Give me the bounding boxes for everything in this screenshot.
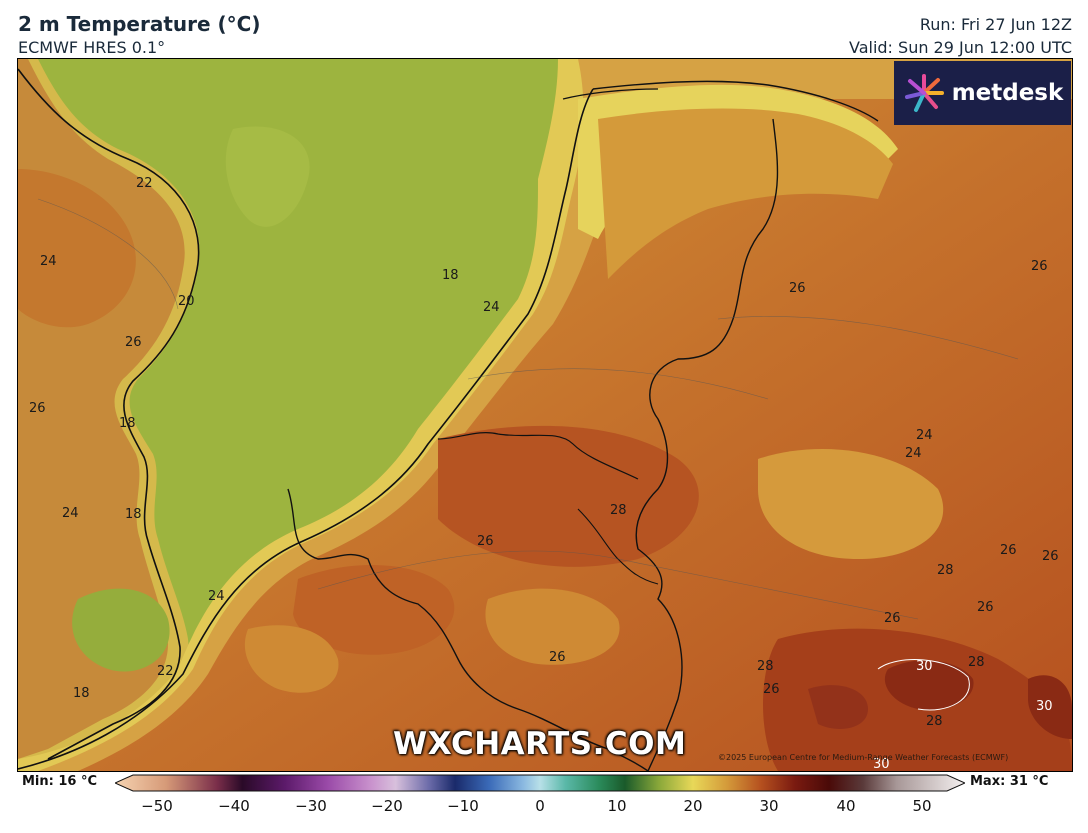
- warm-patch-1: [438, 425, 699, 567]
- uk-coastline: [18, 68, 200, 760]
- tick-label: −30: [295, 797, 327, 815]
- contour-label: 30: [1036, 699, 1053, 714]
- tick-label: −20: [371, 797, 403, 815]
- contour-label: 24: [916, 428, 933, 443]
- hot-spot-1: [884, 660, 974, 710]
- min-label: Min: 16 °C: [22, 774, 98, 789]
- tick-label: −50: [141, 797, 173, 815]
- tick-label: 10: [607, 797, 627, 815]
- contour-label: 26: [789, 281, 806, 296]
- max-label: Max: 31 °C: [970, 774, 1049, 789]
- contour-label: 28: [968, 655, 985, 670]
- temperature-map[interactable]: 22 24 20 26 26 18 24 18 24 22 18 18 24 2…: [17, 58, 1073, 772]
- valid-time: Valid: Sun 29 Jun 12:00 UTC: [849, 38, 1072, 57]
- color-scale-bar: [115, 774, 965, 792]
- hot-spot-2: [1028, 675, 1072, 739]
- contour-label: 22: [157, 664, 174, 679]
- contour-label: 28: [757, 659, 774, 674]
- contour-label: 20: [178, 294, 195, 309]
- contour-label: 26: [763, 682, 780, 697]
- contour-label: 26: [29, 401, 46, 416]
- sparkle-icon: [904, 74, 944, 112]
- contour-label: 18: [125, 507, 142, 522]
- contour-label: 26: [884, 611, 901, 626]
- chart-title: 2 m Temperature (°C): [18, 12, 261, 36]
- country-border-2: [287, 488, 649, 771]
- contour-label: 24: [40, 254, 57, 269]
- copyright-notice: ©2025 European Centre for Medium-Range W…: [718, 753, 1009, 762]
- contour-label: 30: [916, 659, 933, 674]
- wxcharts-watermark: WXCHARTS.COM: [393, 726, 687, 762]
- contour-label: 24: [483, 300, 500, 315]
- country-border-1: [635, 118, 779, 771]
- color-scale-ticks: −50 −40 −30 −20 −10 0 10 20 30 40 50: [0, 797, 1088, 821]
- map-canvas: 22 24 20 26 26 18 24 18 24 22 18 18 24 2…: [18, 59, 1072, 771]
- contour-label: 30: [873, 757, 890, 771]
- contour-label: 28: [937, 563, 954, 578]
- contour-label: 26: [1031, 259, 1048, 274]
- contour-label: 18: [119, 416, 136, 431]
- tick-label: 30: [759, 797, 779, 815]
- metdesk-logo[interactable]: metdesk: [894, 61, 1071, 125]
- logo-text: metdesk: [951, 80, 1064, 106]
- tick-label: 0: [535, 797, 545, 815]
- run-time: Run: Fri 27 Jun 12Z: [919, 15, 1072, 34]
- tick-label: −40: [218, 797, 250, 815]
- contour-label: 28: [610, 503, 627, 518]
- contour-label: 24: [62, 506, 79, 521]
- contour-label: 26: [977, 600, 994, 615]
- contour-label: 26: [477, 534, 494, 549]
- contour-label: 24: [905, 446, 922, 461]
- contour-label: 26: [1042, 549, 1059, 564]
- contour-label: 26: [1000, 543, 1017, 558]
- continent-coastline: [18, 88, 594, 770]
- contour-label: 18: [73, 686, 90, 701]
- model-subtitle: ECMWF HRES 0.1°: [18, 38, 166, 57]
- contour-label: 28: [926, 714, 943, 729]
- tick-label: 20: [683, 797, 703, 815]
- contour-label: 18: [442, 268, 459, 283]
- contour-label: 26: [125, 335, 142, 350]
- tick-label: 40: [836, 797, 856, 815]
- contour-label: 26: [549, 650, 566, 665]
- cool-patch-1: [758, 449, 944, 559]
- tick-label: 50: [912, 797, 932, 815]
- tick-label: −10: [447, 797, 479, 815]
- contour-label: 22: [136, 176, 153, 191]
- contour-label: 24: [208, 589, 225, 604]
